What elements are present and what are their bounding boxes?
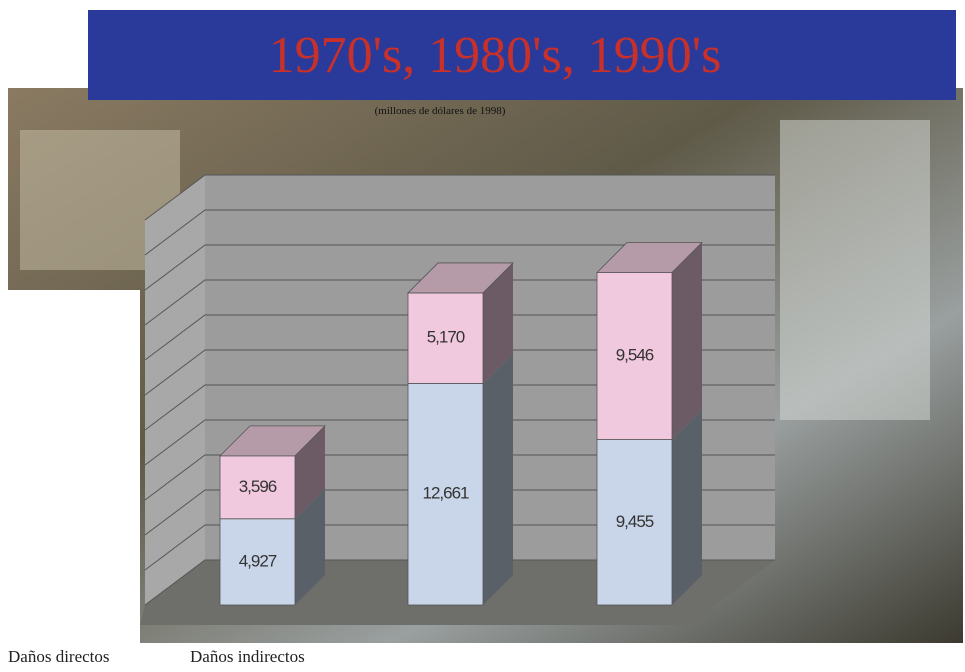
bar-segment [219,518,296,606]
bar-top [219,425,326,457]
bar-side [295,488,325,605]
side-wall [145,175,205,605]
value-label: 4,927 [239,551,277,570]
bar-top [596,242,703,273]
value-label: 9,455 [616,512,654,531]
bar-segment [407,383,484,606]
bar-side [295,425,325,519]
bar-side [483,353,513,605]
grid-line [144,244,775,291]
bar-side [672,242,702,440]
grid-line [144,489,775,536]
grid-line [144,419,775,466]
grid-line [144,349,775,396]
grid-line [144,279,775,326]
photo-cutout [0,290,140,650]
bar-side [672,409,702,605]
bar-segment [407,292,484,384]
value-label: 3,596 [239,477,277,496]
grid-line [144,174,775,221]
chart-subtitle: (millones de dólares de 1998) [375,105,506,117]
grid-line [144,524,775,571]
legend-label: Daños directos [8,647,110,666]
grid-line [144,559,775,606]
value-label: 12,661 [423,484,470,503]
bar-side [483,262,513,384]
bar-segment [219,455,296,520]
legend-label: Daños indirectos [190,647,305,666]
grid-line [144,384,775,431]
grid-line [144,209,775,256]
value-label: 5,170 [427,328,465,347]
photo-detail [780,120,930,420]
bar-top [407,262,514,294]
grid-line [144,314,775,361]
grid-line [144,454,775,501]
title-banner [88,10,956,100]
chart-title: 1970's, 1980's, 1990's [269,27,722,84]
bar-segment [596,439,673,606]
value-label: 9,546 [616,345,654,364]
plot: 4,927 3,596 12,661 5,170 9,455 9,546 [140,174,775,625]
